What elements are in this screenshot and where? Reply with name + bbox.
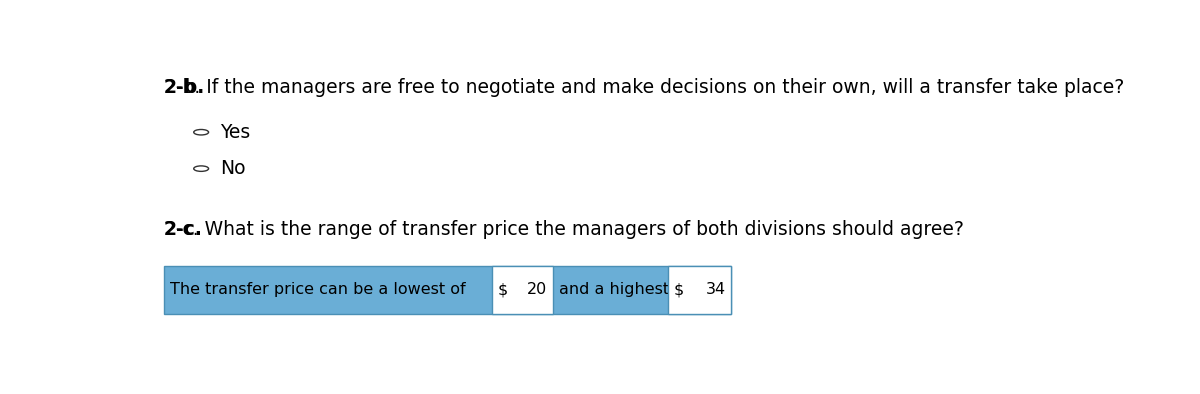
Text: 34: 34 xyxy=(706,282,726,297)
Text: 2-c. What is the range of transfer price the managers of both divisions should a: 2-c. What is the range of transfer price… xyxy=(164,220,964,239)
FancyBboxPatch shape xyxy=(492,266,553,314)
Text: 2-b.: 2-b. xyxy=(164,78,205,97)
Text: 2-c.: 2-c. xyxy=(164,220,203,239)
FancyBboxPatch shape xyxy=(164,266,731,314)
Text: Yes: Yes xyxy=(220,123,250,142)
Text: The transfer price can be a lowest of: The transfer price can be a lowest of xyxy=(170,282,466,297)
FancyBboxPatch shape xyxy=(668,266,731,314)
Text: $: $ xyxy=(673,282,684,297)
Text: No: No xyxy=(220,159,245,178)
Text: 2-b. If the managers are free to negotiate and make decisions on their own, will: 2-b. If the managers are free to negotia… xyxy=(164,78,1124,97)
Text: 20: 20 xyxy=(527,282,547,297)
Text: $: $ xyxy=(498,282,508,297)
Text: and a highest of: and a highest of xyxy=(559,282,690,297)
